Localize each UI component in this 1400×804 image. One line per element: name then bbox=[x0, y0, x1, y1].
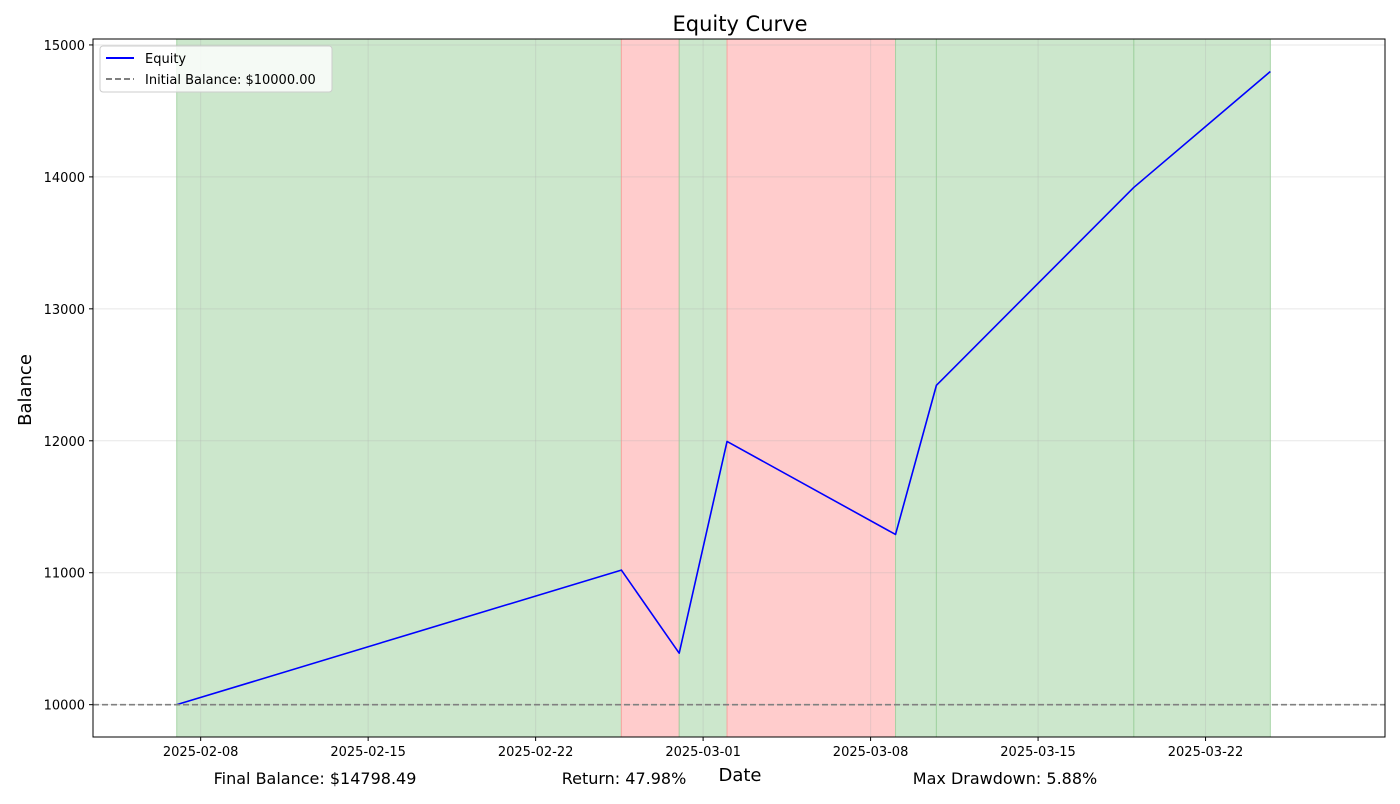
x-tick-label-4: 2025-03-08 bbox=[833, 745, 909, 760]
legend: Equity Initial Balance: $10000.00 bbox=[100, 46, 332, 92]
x-tick-label-0: 2025-02-08 bbox=[163, 745, 239, 760]
x-tick-label-6: 2025-03-22 bbox=[1168, 745, 1244, 760]
chart-title: Equity Curve bbox=[672, 12, 807, 36]
x-tick-label-2: 2025-02-22 bbox=[498, 745, 574, 760]
y-tick-label-4: 14000 bbox=[44, 171, 85, 186]
y-tick-label-5: 15000 bbox=[44, 39, 85, 54]
legend-initial-balance-label: Initial Balance: $10000.00 bbox=[145, 73, 316, 88]
y-axis-label: Balance bbox=[15, 354, 36, 426]
final-balance-stat: Final Balance: $14798.49 bbox=[214, 769, 417, 788]
y-tick-label-2: 12000 bbox=[44, 435, 85, 450]
shaded-region-win-4 bbox=[896, 39, 937, 737]
y-tick-label-0: 10000 bbox=[44, 699, 85, 714]
x-tick-label-5: 2025-03-15 bbox=[1000, 745, 1076, 760]
shaded-region-win-0 bbox=[177, 39, 622, 737]
legend-equity-label: Equity bbox=[145, 52, 186, 67]
shaded-regions bbox=[177, 39, 1271, 737]
x-tick-label-1: 2025-02-15 bbox=[330, 745, 406, 760]
x-axis-label: Date bbox=[718, 765, 761, 786]
return-stat: Return: 47.98% bbox=[562, 769, 687, 788]
max-drawdown-stat: Max Drawdown: 5.88% bbox=[913, 769, 1097, 788]
x-tick-label-3: 2025-03-01 bbox=[665, 745, 741, 760]
y-tick-label-3: 13000 bbox=[44, 303, 85, 318]
shaded-region-win-5 bbox=[936, 39, 1133, 737]
y-tick-label-1: 11000 bbox=[44, 567, 85, 582]
shaded-region-loss-1 bbox=[621, 39, 679, 737]
shaded-region-win-6 bbox=[1134, 39, 1271, 737]
